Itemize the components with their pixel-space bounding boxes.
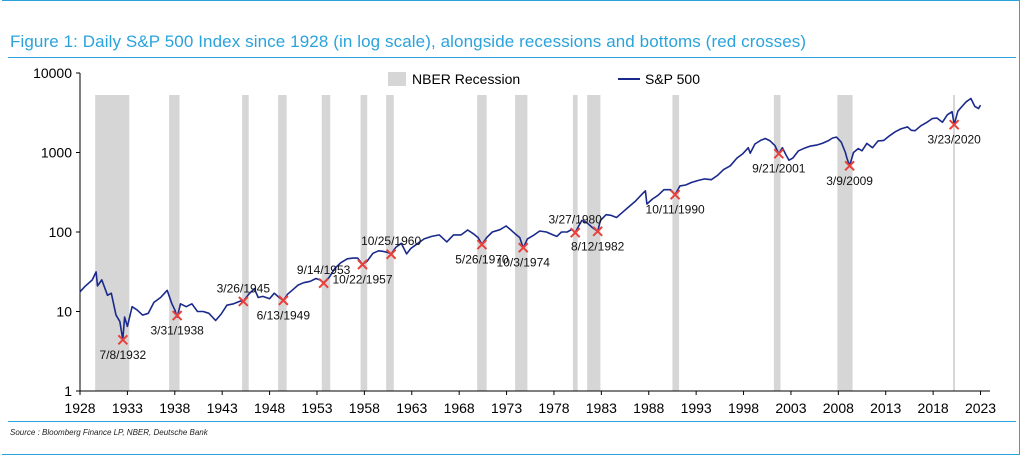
bottom-date-label: 7/8/1932 (99, 348, 146, 362)
sp500-chart: 1 10 100 1000 10000 1928 1933 1938 1943 1948 1953 1… (33, 65, 996, 416)
x-tick-label: 2018 (918, 400, 949, 416)
y-tick-label: 1000 (41, 145, 72, 161)
recession-band (242, 95, 249, 391)
recession-band (572, 95, 578, 391)
bottom-marker: 6/13/1949 (257, 295, 311, 322)
bottom-cross (569, 227, 581, 238)
bottom-cross (117, 334, 129, 346)
bottom-marker: 10/22/1957 (332, 259, 393, 287)
bottom-marker: 8/12/1982 (571, 226, 625, 253)
x-tick-label: 1943 (207, 400, 238, 416)
bottom-marker: 3/27/1980 (548, 213, 602, 238)
bottom-cross (669, 189, 681, 200)
bottom-marker: 10/11/1990 (646, 189, 705, 217)
bottom-date-label: 10/3/1974 (497, 256, 551, 270)
recession-band (587, 95, 601, 391)
x-tick-label: 1958 (349, 400, 380, 416)
x-tick-label: 1953 (301, 400, 332, 416)
legend-recession-swatch (388, 72, 406, 86)
bottom-date-label: 10/11/1990 (646, 203, 705, 217)
bottom-marker: 5/26/1970 (455, 239, 509, 267)
y-tick-label: 100 (49, 224, 73, 240)
bottom-date-label: 5/26/1970 (455, 253, 509, 267)
bottom-date-label: 6/13/1949 (257, 308, 311, 322)
x-tick-label: 1993 (681, 400, 712, 416)
chart-title: Figure 1: Daily S&P 500 Index since 1928… (10, 32, 807, 51)
x-tick-label: 1998 (728, 400, 759, 416)
recession-band (837, 95, 853, 391)
x-tick-label: 1938 (159, 400, 190, 416)
bottom-marker: 10/25/1960 (361, 234, 421, 260)
x-tick-label: 2008 (823, 400, 854, 416)
bottom-date-label: 3/23/2020 (927, 133, 981, 147)
x-tick-label: 1968 (444, 400, 475, 416)
bottom-date-label: 9/14/1953 (297, 263, 351, 277)
bottom-cross (844, 160, 855, 172)
bottom-marker: 10/3/1974 (497, 242, 551, 270)
bottom-marker: 9/14/1953 (297, 263, 351, 289)
source-divider (8, 421, 1016, 422)
axes: 1 10 100 1000 10000 1928 1933 1938 1943 1948 1953 1… (33, 65, 996, 416)
bottom-date-label: 3/9/2009 (826, 174, 873, 188)
x-tick-label: 2023 (965, 400, 996, 416)
legend: NBER Recession S&P 500 (388, 71, 700, 87)
bottom-markers: 7/8/1932 3/31/1938 3/26/1945 6/13/1949 9/14/… (99, 119, 981, 362)
x-tick-label: 1933 (112, 400, 143, 416)
recession-band (360, 95, 368, 391)
recession-band (95, 95, 130, 391)
x-tick-label: 1983 (586, 400, 617, 416)
recession-band (773, 95, 781, 391)
bottom-cross (238, 296, 249, 307)
sp500-line (79, 97, 982, 341)
recession-band (672, 95, 680, 391)
bottom-date-label: 8/12/1982 (571, 239, 625, 253)
bottom-cross (948, 119, 960, 130)
x-tick-label: 1948 (254, 400, 285, 416)
recession-band (386, 95, 394, 391)
bottom-marker: 3/9/2009 (826, 160, 873, 188)
x-tick-label: 2013 (870, 400, 901, 416)
x-tick-label: 2003 (775, 400, 806, 416)
bottom-marker: 3/31/1938 (150, 310, 204, 338)
recession-band (169, 95, 180, 391)
bottom-cross (357, 259, 368, 270)
x-tick-label: 1928 (64, 400, 95, 416)
x-tick-label: 1978 (538, 400, 569, 416)
y-tick-label: 1 (64, 383, 72, 399)
bottom-date-label: 3/27/1980 (548, 213, 602, 227)
x-tick-label: 1963 (396, 400, 427, 416)
bottom-cross (385, 249, 397, 260)
bottom-date-label: 10/22/1957 (332, 273, 392, 287)
x-tick-label: 1988 (633, 400, 664, 416)
bottom-marker: 3/23/2020 (927, 119, 981, 147)
legend-recession-label: NBER Recession (412, 71, 520, 87)
series-layer (79, 97, 982, 341)
bottom-marker: 9/21/2001 (752, 148, 806, 176)
bottom-cross (592, 226, 603, 237)
title-divider (8, 57, 1016, 58)
recession-bands (95, 95, 956, 391)
bottom-date-label: 10/25/1960 (361, 234, 421, 248)
y-tick-label: 10 (56, 304, 72, 320)
bottom-cross (171, 310, 183, 321)
y-tick-label: 10000 (33, 65, 72, 81)
bottom-date-label: 3/31/1938 (150, 324, 204, 338)
bottom-cross (318, 277, 329, 289)
bottom-cross (773, 148, 785, 159)
legend-series-label: S&P 500 (645, 71, 700, 87)
bottom-marker: 7/8/1932 (99, 334, 147, 362)
bottom-cross (476, 239, 488, 250)
bottom-cross (518, 242, 529, 253)
recession-band (321, 95, 331, 391)
bottom-cross (278, 295, 289, 306)
recession-band (278, 95, 287, 391)
bottom-marker: 3/26/1945 (217, 281, 271, 307)
source-note: Source : Bloomberg Finance LP, NBER, Deu… (10, 428, 208, 437)
x-tick-label: 1973 (491, 400, 522, 416)
bottom-date-label: 9/21/2001 (752, 162, 806, 176)
bottom-date-label: 3/26/1945 (217, 281, 271, 295)
recession-band (953, 95, 956, 391)
